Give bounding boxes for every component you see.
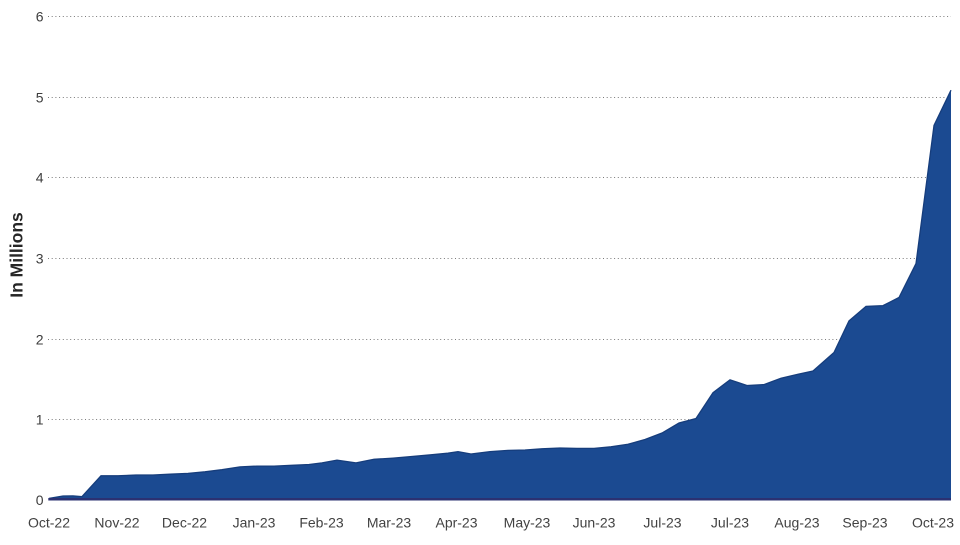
svg-text:Apr-23: Apr-23	[435, 515, 477, 531]
svg-text:2: 2	[36, 332, 44, 348]
svg-text:3: 3	[36, 251, 44, 267]
svg-text:5: 5	[36, 90, 44, 106]
svg-text:Jul-23: Jul-23	[643, 515, 681, 531]
svg-text:Feb-23: Feb-23	[299, 515, 344, 531]
svg-text:Jan-23: Jan-23	[233, 515, 276, 531]
svg-text:Nov-22: Nov-22	[94, 515, 139, 531]
svg-text:Jun-23: Jun-23	[573, 515, 616, 531]
svg-text:Dec-22: Dec-22	[162, 515, 207, 531]
svg-text:Jul-23: Jul-23	[711, 515, 749, 531]
svg-text:In Millions: In Millions	[7, 212, 27, 298]
svg-text:Aug-23: Aug-23	[774, 515, 819, 531]
svg-text:May-23: May-23	[504, 515, 551, 531]
svg-text:0: 0	[36, 492, 44, 508]
svg-text:6: 6	[36, 9, 44, 25]
svg-text:4: 4	[36, 170, 44, 186]
svg-text:Oct-23: Oct-23	[912, 515, 954, 531]
svg-text:Sep-23: Sep-23	[842, 515, 887, 531]
svg-text:Mar-23: Mar-23	[367, 515, 412, 531]
svg-text:Oct-22: Oct-22	[28, 515, 70, 531]
svg-text:1: 1	[36, 412, 44, 428]
